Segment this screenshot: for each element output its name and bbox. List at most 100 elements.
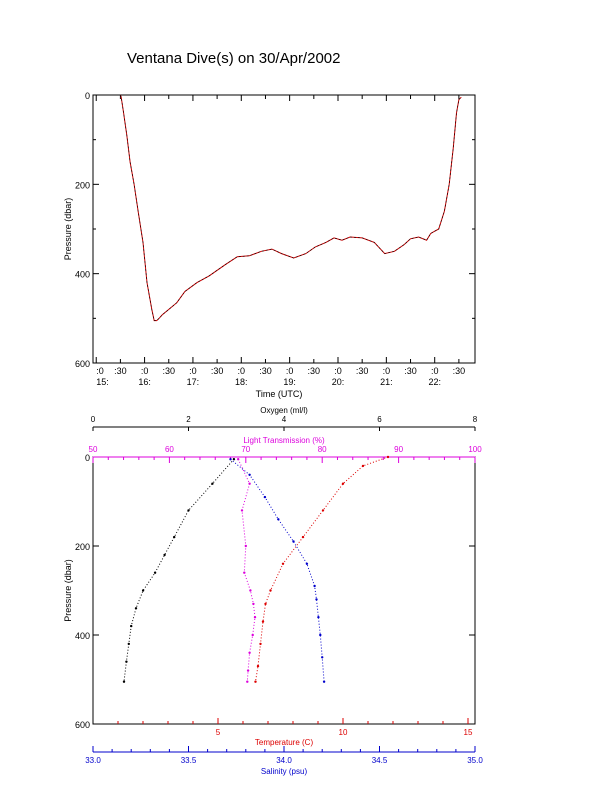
light_transmission-point <box>253 616 257 619</box>
light_transmission-point <box>252 602 255 606</box>
light_transmission-point <box>237 458 240 461</box>
light_transmission-point <box>251 633 254 637</box>
temperature-profile-line <box>255 456 389 682</box>
light-tick-label: 60 <box>165 445 174 454</box>
salinity-point <box>292 540 295 543</box>
light_transmission-profile-line <box>237 458 256 682</box>
temperature-point <box>261 620 265 623</box>
temperature-point <box>259 642 262 646</box>
salinity-point <box>321 656 324 659</box>
oxygen-point <box>141 589 145 592</box>
salinity-point <box>319 633 322 637</box>
chart2-frame <box>92 456 476 725</box>
temperature-tick-label: 10 <box>339 728 348 737</box>
oxygen-point <box>127 642 130 646</box>
chart1-xlabel: Time (UTC) <box>256 389 303 399</box>
salinity-tick-label: 34.5 <box>372 756 388 765</box>
chart1-hour-label: 18: <box>235 377 248 387</box>
chart2-ytick-label: 0 <box>85 453 90 463</box>
light-tick-label: 50 <box>89 445 98 454</box>
oxygen-point <box>232 458 236 461</box>
oxygen-point <box>187 509 190 512</box>
chart1-ytick-label: 400 <box>75 270 90 280</box>
oxygen-axis-label: Oxygen (ml/l) <box>260 406 308 415</box>
chart1-ylabel: Pressure (dbar) <box>63 198 73 261</box>
temperature-point <box>256 664 260 668</box>
oxygen-tick-label: 4 <box>282 415 287 424</box>
chart1-hour-label: 19: <box>283 377 296 387</box>
light_transmission-point <box>240 509 244 512</box>
oxygen-point <box>125 660 128 663</box>
chart1-minute-label: :30 <box>114 366 127 376</box>
salinity-tick-label: 34.0 <box>276 756 292 765</box>
chart1-minute-label: :0 <box>431 366 439 376</box>
light_transmission-point <box>246 680 249 683</box>
chart1-minute-label: :0 <box>383 366 391 376</box>
chart1-minute-label: :0 <box>238 366 246 376</box>
chart1-minute-label: :30 <box>259 366 272 376</box>
chart1-minute-label: :30 <box>453 366 466 376</box>
temperature-tick-label: 15 <box>464 728 473 737</box>
chart1-frame <box>92 94 476 364</box>
oxygen-point <box>153 571 157 574</box>
chart1-minute-label: :30 <box>308 366 321 376</box>
oxygen-tick-label: 6 <box>377 415 382 424</box>
light-tick-label: 70 <box>241 445 250 454</box>
chart1-ytick-label: 200 <box>75 180 90 190</box>
chart1-minute-label: :30 <box>211 366 224 376</box>
salinity-point <box>313 584 316 588</box>
temperature-point <box>361 464 365 468</box>
light_transmission-point <box>246 669 250 672</box>
temperature-point <box>254 680 257 683</box>
chart1-hour-label: 16: <box>138 377 151 387</box>
oxygen-point <box>163 553 166 557</box>
chart1-minute-label: :0 <box>286 366 294 376</box>
chart1-minute-label: :0 <box>189 366 197 376</box>
chart2-ytick-label: 200 <box>75 542 90 552</box>
light_transmission-point <box>243 571 246 574</box>
salinity-point <box>317 616 320 619</box>
temperature-point <box>301 535 305 539</box>
chart1-minute-label: :30 <box>356 366 369 376</box>
chart1-minute-label: :30 <box>162 366 175 376</box>
chart1-hour-label: 22: <box>428 377 441 387</box>
chart1-hour-label: 20: <box>332 377 345 387</box>
salinity-point <box>315 598 318 601</box>
oxygen-profile-line <box>123 458 235 682</box>
temperature-point <box>386 455 390 459</box>
chart2-ytick-label: 600 <box>75 720 90 730</box>
chart1-minute-label: :30 <box>404 366 417 376</box>
chart1-minute-label: :0 <box>96 366 104 376</box>
temperature-point <box>321 509 325 512</box>
salinity-point <box>229 458 232 461</box>
light_transmission-point <box>244 544 247 548</box>
light_transmission-point <box>248 651 251 654</box>
salinity-point <box>322 680 326 683</box>
chart1-minute-label: :0 <box>141 366 149 376</box>
oxygen-point <box>173 535 176 539</box>
chart2-ytick-label: 400 <box>75 631 90 641</box>
light-axis-label: Light Transmission (%) <box>243 436 325 445</box>
temperature-axis-label: Temperature (C) <box>255 738 314 747</box>
temperature-point <box>281 562 285 565</box>
salinity-tick-label: 33.5 <box>181 756 197 765</box>
chart1-hour-label: 15: <box>96 377 109 387</box>
pressure-trace-line <box>119 94 462 322</box>
chart1-hour-label: 21: <box>380 377 393 387</box>
page-title: Ventana Dive(s) on 30/Apr/2002 <box>127 50 341 67</box>
chart1-ytick-label: 600 <box>75 359 90 369</box>
light_transmission-point <box>248 482 251 485</box>
oxygen-point <box>130 624 133 628</box>
light-tick-label: 80 <box>318 445 327 454</box>
chart2-ylabel: Pressure (dbar) <box>63 559 73 622</box>
oxygen-tick-label: 2 <box>186 415 191 424</box>
salinity-axis-label: Salinity (psu) <box>261 767 308 776</box>
salinity-point <box>263 495 267 499</box>
chart1-ytick-label: 0 <box>85 91 90 101</box>
light_transmission-point <box>249 589 252 592</box>
light-tick-label: 90 <box>394 445 403 454</box>
salinity-profile-line <box>230 458 325 682</box>
chart1-minute-label: :0 <box>334 366 342 376</box>
oxygen-tick-label: 8 <box>473 415 478 424</box>
